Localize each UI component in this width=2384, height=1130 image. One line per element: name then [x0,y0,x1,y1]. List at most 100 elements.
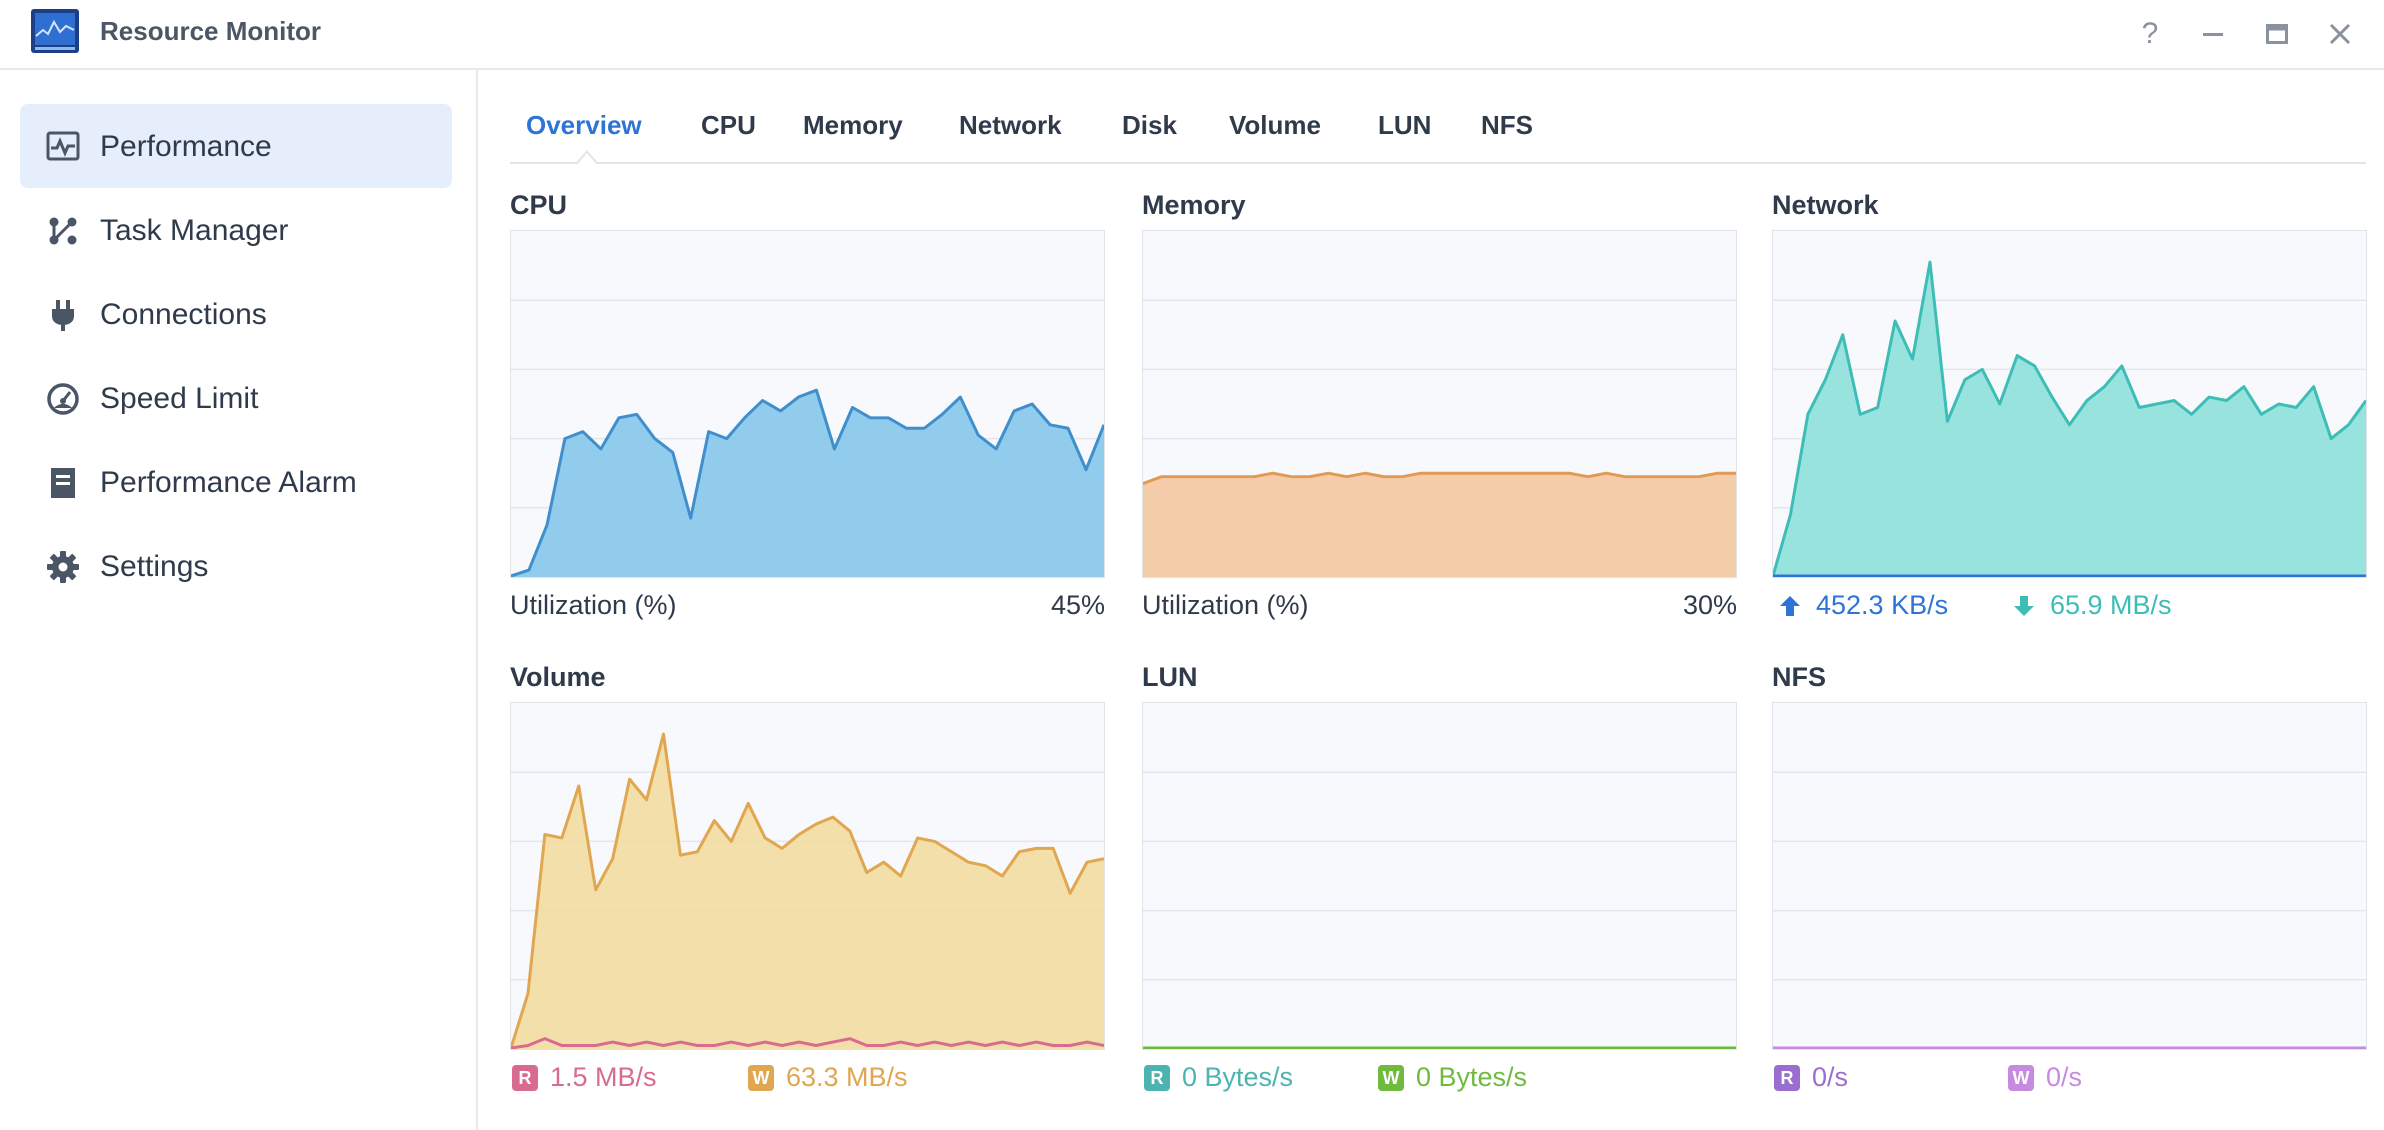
close-button[interactable] [2320,14,2360,54]
nfs-chart [1772,702,2367,1050]
network-chart-svg [1773,260,2366,577]
nfs-read-rate: 0/s [1812,1062,1849,1092]
panel-title: Memory [1142,190,1246,220]
sidebar-item-label: Connections [100,298,267,331]
series-area [511,734,1104,1049]
sidebar-item-label: Settings [100,550,209,583]
sidebar: Performance Task Manager Connections Spe… [0,70,478,1130]
tab-overview[interactable]: Overview [526,110,642,140]
title-bar: Resource Monitor ? [0,0,2384,70]
download-legend: 65.9 MB/s [2012,590,2172,621]
read-badge: R [1774,1064,1800,1091]
upload-arrow-icon [1780,595,1800,616]
series-line [1773,260,2366,577]
tab-lun[interactable]: LUN [1378,110,1432,140]
panel-title: LUN [1142,662,1198,692]
write-legend: W 0/s [2008,1062,2082,1093]
volume-read-rate: 1.5 MB/s [550,1062,657,1092]
minimize-button[interactable] [2193,14,2233,54]
nfs-write-rate: 0/s [2046,1062,2083,1092]
download-arrow-icon [2014,595,2034,616]
upload-legend: 452.3 KB/s [1778,590,1948,621]
volume-chart [510,702,1105,1050]
help-icon: ? [2141,17,2159,50]
series-line [511,732,1104,1049]
window-title: Resource Monitor [100,16,322,46]
series-area [1143,473,1736,577]
memory-utilization-value: 30% [1682,590,1737,620]
gauge-icon [47,383,79,415]
series-area [511,390,1104,577]
series-line [1143,471,1736,485]
cpu-footer: Utilization (%) 45% [510,590,1105,624]
maximize-button[interactable] [2257,14,2297,54]
network-chart [1772,230,2367,578]
sidebar-item-settings[interactable]: Settings [20,524,452,608]
close-icon [2329,23,2351,45]
cpu-chart [510,230,1105,578]
download-rate: 65.9 MB/s [2050,590,2172,620]
upload-rate: 452.3 KB/s [1816,590,1949,620]
tab-network[interactable]: Network [959,110,1062,140]
sidebar-item-label: Performance [100,130,272,163]
cpu-utilization-value: 45% [1050,590,1105,620]
read-legend: R 0/s [1774,1062,1848,1093]
read-badge: R [512,1064,538,1091]
volume-write-rate: 63.3 MB/s [786,1062,908,1092]
tab-nfs[interactable]: NFS [1481,110,1533,140]
write-legend: W 0 Bytes/s [1378,1062,1527,1093]
sidebar-item-connections[interactable]: Connections [20,272,452,356]
utilization-label: Utilization (%) [1142,590,1309,620]
read-badge: R [1144,1064,1170,1091]
read-legend: R 0 Bytes/s [1144,1062,1293,1093]
tab-memory[interactable]: Memory [803,110,903,140]
network-footer: 452.3 KB/s 65.9 MB/s [1772,590,2367,624]
write-legend: W 63.3 MB/s [748,1062,908,1093]
tab-cpu[interactable]: CPU [701,110,756,140]
minimize-icon [2203,33,2223,36]
sidebar-item-speed-limit[interactable]: Speed Limit [20,356,452,440]
volume-footer: R 1.5 MB/s W 63.3 MB/s [510,1062,1105,1096]
sidebar-item-label: Speed Limit [100,382,259,415]
gear-icon [47,551,79,583]
write-badge: W [748,1064,774,1091]
cpu-chart-svg [511,299,1104,577]
series-area [1773,262,2366,577]
lun-write-rate: 0 Bytes/s [1416,1062,1528,1092]
lun-footer: R 0 Bytes/s W 0 Bytes/s [1142,1062,1737,1096]
tab-disk[interactable]: Disk [1122,110,1177,140]
sidebar-item-performance[interactable]: Performance [20,104,452,188]
maximize-icon [2266,24,2288,44]
sidebar-item-label: Performance Alarm [100,466,357,499]
lun-read-rate: 0 Bytes/s [1182,1062,1294,1092]
utilization-label: Utilization (%) [510,590,677,620]
alarm-report-icon [51,468,75,498]
panel-title: Network [1772,190,1879,220]
memory-chart [1142,230,1737,578]
read-legend: R 1.5 MB/s [512,1062,657,1093]
resource-monitor-app-icon [31,9,79,53]
active-tab-indicator [575,150,599,165]
memory-footer: Utilization (%) 30% [1142,590,1737,624]
write-badge: W [1378,1064,1404,1091]
nfs-chart-svg [1773,771,2366,1049]
help-button[interactable]: ? [2130,14,2170,54]
panel-title: CPU [510,190,568,220]
memory-chart-svg [1143,299,1736,577]
volume-chart-svg [511,732,1104,1049]
nfs-footer: R 0/s W 0/s [1772,1062,2367,1096]
lun-chart [1142,702,1737,1050]
tab-volume[interactable]: Volume [1229,110,1321,140]
task-manager-icon [49,217,77,245]
panel-title: NFS [1772,662,1826,692]
series-line [511,388,1104,577]
performance-icon [46,131,80,161]
lun-chart-svg [1143,771,1736,1049]
sidebar-item-performance-alarm[interactable]: Performance Alarm [20,440,452,524]
series-line [511,1037,1104,1049]
sidebar-item-label: Task Manager [100,214,289,247]
panel-title: Volume [510,662,606,692]
tab-bar: Overview CPU Memory Network Disk Volume … [510,90,2366,164]
plug-icon [52,300,74,331]
sidebar-item-task-manager[interactable]: Task Manager [20,188,452,272]
